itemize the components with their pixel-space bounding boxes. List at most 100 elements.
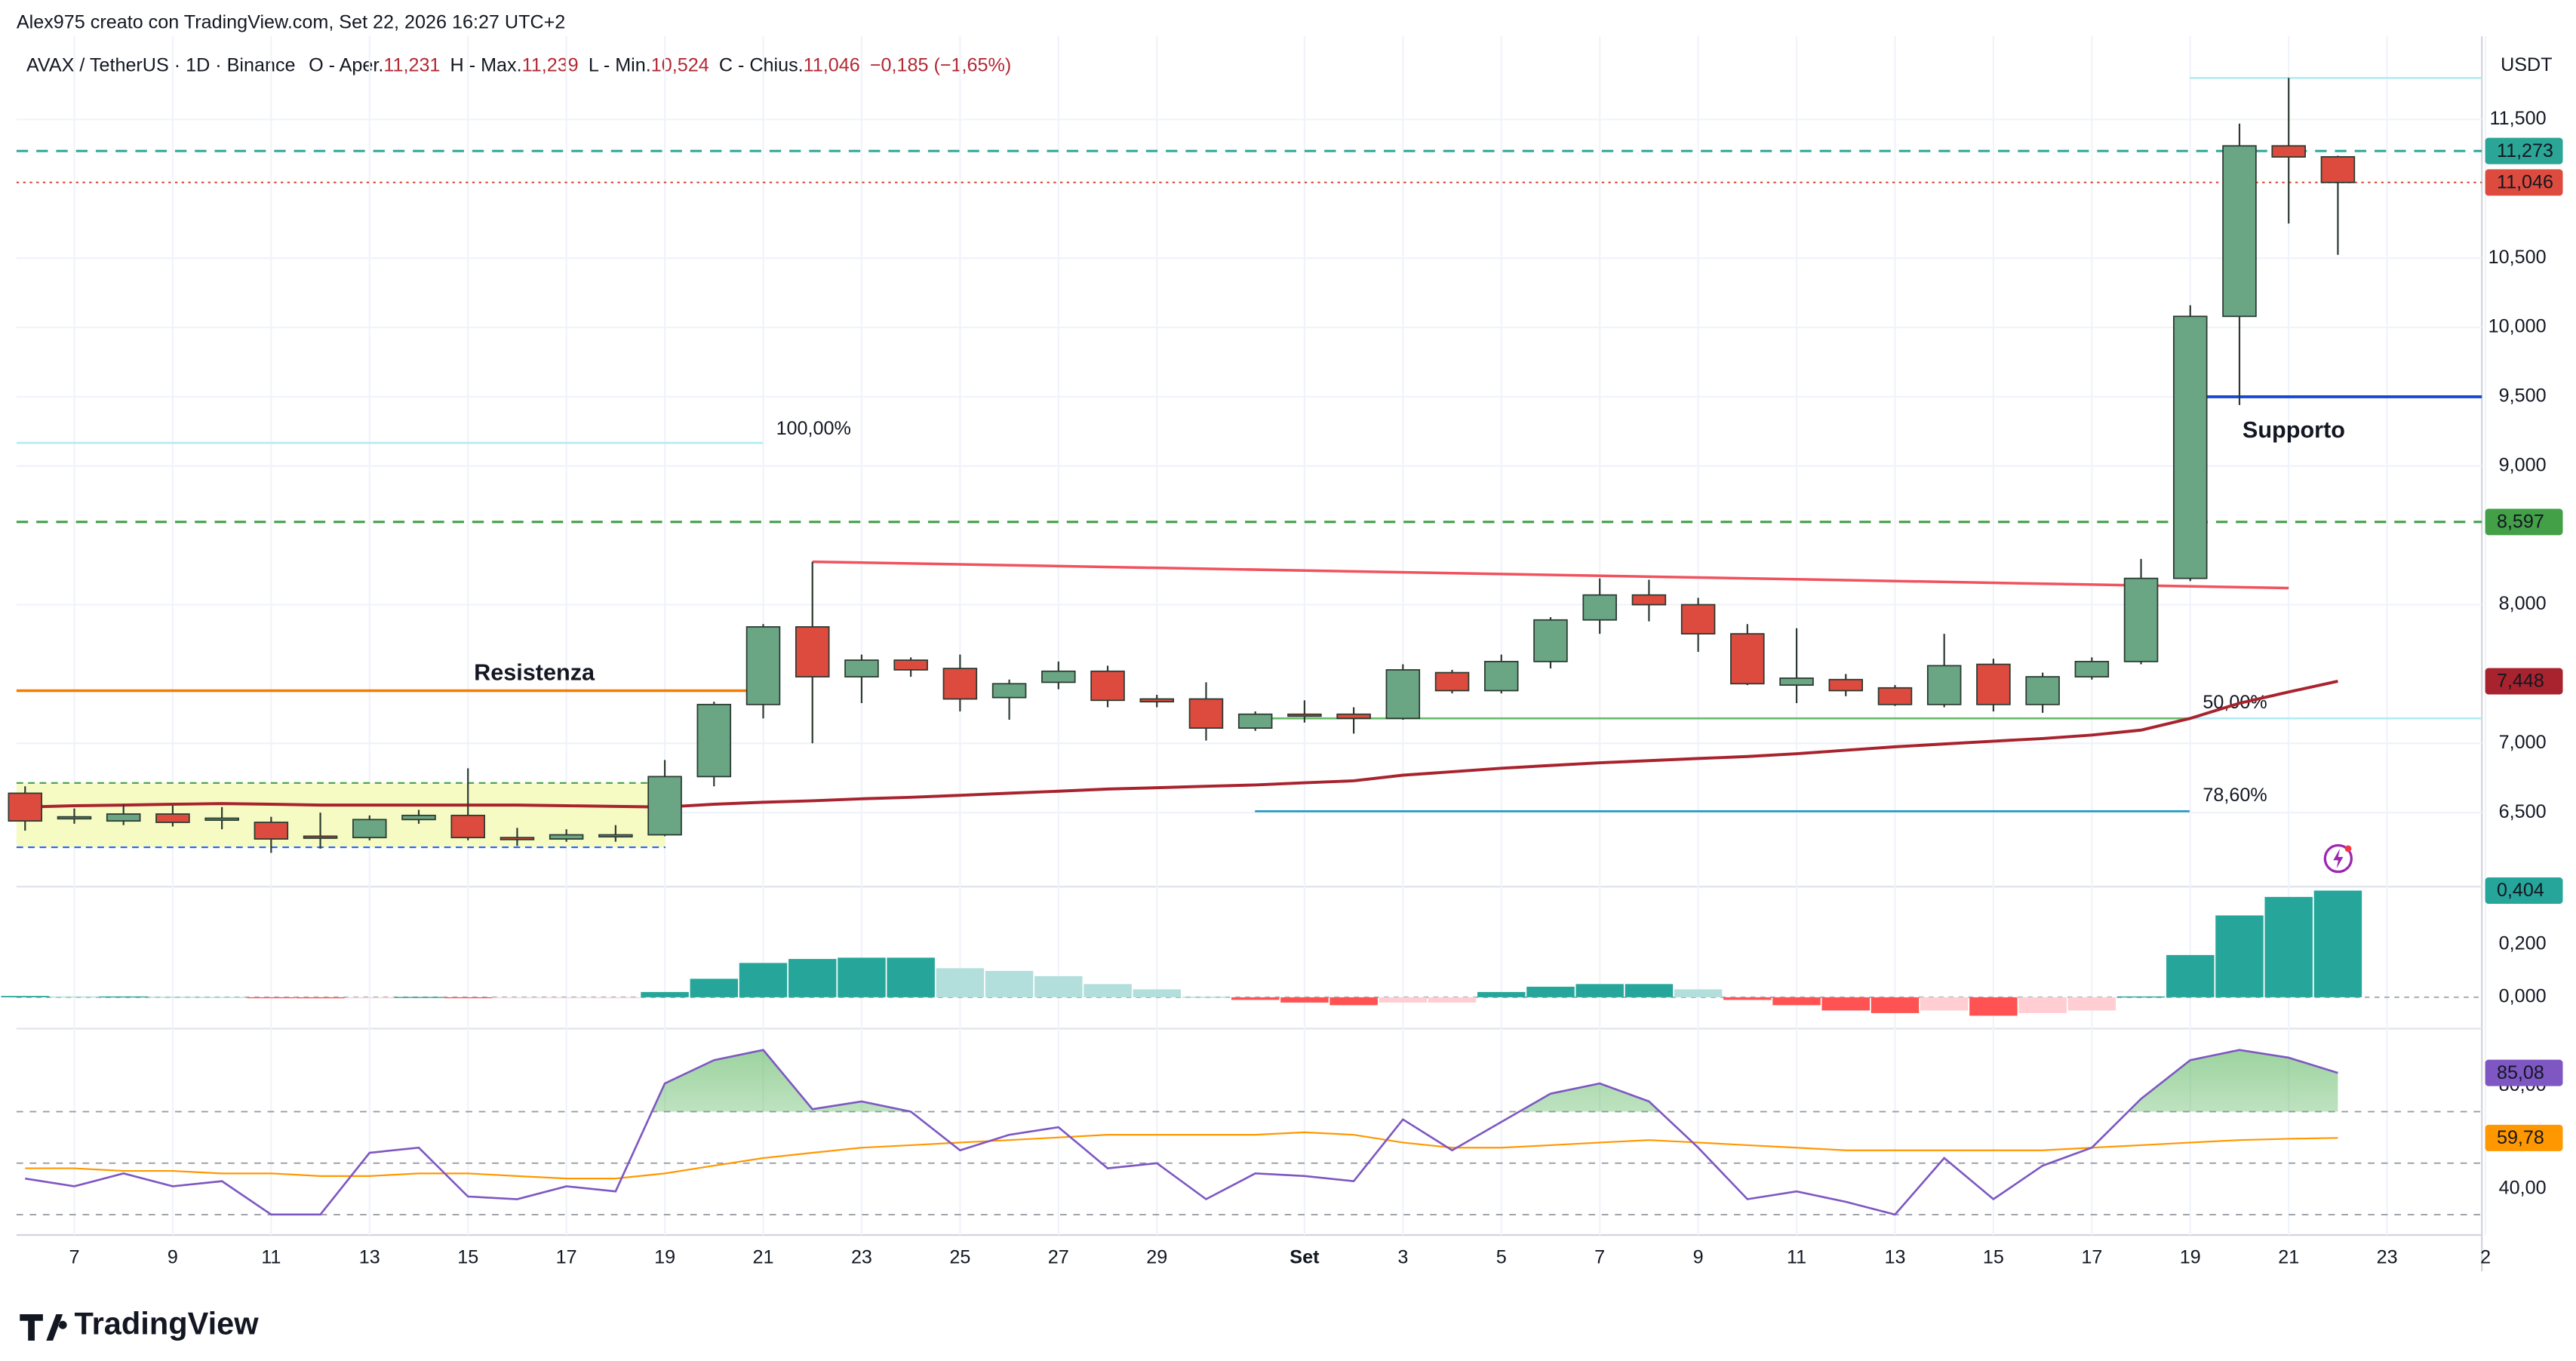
- candle-body: [1139, 698, 1174, 703]
- y-tick-label: 9,500: [2499, 386, 2547, 407]
- x-tick-label: 23: [2377, 1246, 2398, 1267]
- histogram-bar: [1280, 997, 1329, 1003]
- x-tick-label: 7: [1594, 1246, 1605, 1267]
- axis-label: 0,404: [2497, 880, 2544, 901]
- candle-body: [254, 822, 289, 840]
- candle-body: [450, 814, 485, 839]
- histogram-bar: [542, 997, 591, 999]
- histogram-bar: [1723, 997, 1772, 1000]
- histogram-bar: [838, 957, 886, 997]
- candle-body: [1483, 660, 1519, 692]
- histogram-bar: [1625, 984, 1674, 997]
- histogram-bar: [1329, 997, 1378, 1006]
- x-tick-label: 7: [69, 1246, 79, 1267]
- symbol-legend: AVAX / TetherUS · 1D · Binance O - Aper.1…: [26, 54, 1011, 75]
- trendline: [812, 560, 2289, 590]
- x-tick-label: 17: [2081, 1246, 2102, 1267]
- candle-body: [942, 668, 978, 700]
- fib-label: 78,60%: [2203, 785, 2267, 806]
- histogram-bar: [1133, 989, 1181, 997]
- candle-body: [696, 703, 732, 778]
- y-tick-label: 10,000: [2488, 316, 2547, 337]
- candle-body: [1582, 594, 1617, 621]
- candle-body: [893, 659, 928, 671]
- candle-body: [1237, 713, 1273, 729]
- candle-body: [549, 834, 584, 840]
- histogram-bar: [1231, 997, 1280, 1000]
- axis-label-box: [2485, 508, 2563, 536]
- resistance-label: Resistenza: [474, 660, 595, 686]
- axis-label-box: [2485, 1124, 2563, 1151]
- candle-body: [844, 659, 879, 677]
- axis-unit: USDT: [2501, 54, 2552, 75]
- candle-body: [1287, 713, 1322, 717]
- candle-body: [598, 834, 633, 838]
- x-tick-label: 17: [556, 1246, 577, 1267]
- rsi-overbought-fill: [652, 1049, 2338, 1112]
- support-label: Supporto: [2242, 417, 2345, 443]
- ohlc-value: 11,046: [804, 54, 860, 75]
- candle-body: [1188, 698, 1224, 729]
- brand: TradingView: [74, 1305, 259, 1341]
- rsi-ma-line: [25, 1131, 2338, 1180]
- candle-body: [1533, 619, 1568, 662]
- ohlc-name: H - Max.: [450, 54, 522, 75]
- y-tick-label: 9,000: [2499, 454, 2547, 475]
- y-tick-label: 0,200: [2499, 933, 2547, 954]
- x-tick-label: 19: [2180, 1246, 2201, 1267]
- x-tick-label: 13: [359, 1246, 380, 1267]
- candle-body: [1779, 677, 1814, 686]
- alert-icon: [2323, 843, 2353, 874]
- axis-label: 85,08: [2497, 1062, 2544, 1083]
- histogram-bar: [1428, 997, 1477, 1003]
- candle-body: [647, 776, 682, 836]
- histogram-bar: [1526, 986, 1575, 997]
- y-tick-label: 8,000: [2499, 593, 2547, 614]
- y-tick-label: 6,500: [2499, 801, 2547, 822]
- histogram-bar: [2215, 915, 2264, 997]
- x-tick-label: 3: [1397, 1246, 1408, 1267]
- moving-average: [25, 680, 2338, 809]
- histogram-bar: [1575, 984, 1624, 997]
- x-tick-label: 11: [1787, 1246, 1806, 1267]
- histogram-bar: [690, 979, 739, 997]
- histogram-bar: [395, 997, 443, 998]
- histogram-bar: [198, 997, 246, 998]
- axis-label: 11,046: [2497, 172, 2553, 193]
- axis-label-box: [2485, 137, 2563, 164]
- histogram-bar: [985, 970, 1034, 997]
- ohlc-value: 10,524: [651, 54, 709, 75]
- x-tick-label: 15: [1983, 1246, 2004, 1267]
- candle-body: [1090, 670, 1125, 702]
- histogram-bar: [2018, 997, 2067, 1013]
- x-tick-label: 19: [654, 1246, 675, 1267]
- histogram-bar: [2067, 997, 2116, 1011]
- candle-body: [1041, 670, 1076, 684]
- y-tick-label: 10,500: [2488, 247, 2547, 268]
- candle-body: [745, 626, 781, 705]
- candle-body: [795, 626, 830, 677]
- x-tick-label: 29: [1146, 1246, 1167, 1267]
- ohlc-name: O - Aper.: [309, 54, 383, 75]
- candle-body: [1730, 633, 1765, 685]
- x-tick-label: 23: [851, 1246, 872, 1267]
- candle-body: [1877, 687, 1913, 705]
- candle-body: [1336, 713, 1371, 720]
- candle-body: [303, 835, 338, 839]
- candle-body: [500, 837, 535, 840]
- y-tick-label: 0,000: [2499, 986, 2547, 1007]
- histogram-bar: [247, 997, 296, 999]
- histogram-bar: [887, 957, 935, 997]
- histogram-bar: [1871, 997, 1920, 1013]
- histogram-bar: [788, 959, 837, 997]
- x-tick-label: 5: [1496, 1246, 1507, 1267]
- histogram-bar: [641, 991, 689, 997]
- ohlc-name: C - Chius.: [719, 54, 804, 75]
- fib-label: 50,00%: [2203, 692, 2267, 713]
- x-tick-label: 9: [1693, 1246, 1704, 1267]
- x-tick-label: 15: [457, 1246, 478, 1267]
- candle-body: [1926, 665, 1962, 705]
- candle-body: [1385, 669, 1421, 720]
